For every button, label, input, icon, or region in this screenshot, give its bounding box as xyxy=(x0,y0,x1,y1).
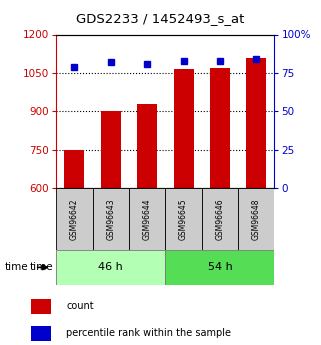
Bar xyxy=(173,69,194,188)
Bar xyxy=(31,299,51,314)
Text: GSM96645: GSM96645 xyxy=(179,198,188,240)
Bar xyxy=(165,188,202,250)
Bar xyxy=(64,150,84,188)
Text: time: time xyxy=(29,263,53,272)
Bar xyxy=(56,188,92,250)
Text: GSM96646: GSM96646 xyxy=(215,198,224,240)
Bar xyxy=(202,188,238,250)
Bar xyxy=(210,68,230,188)
Bar xyxy=(137,104,157,188)
Bar xyxy=(92,188,129,250)
Text: GDS2233 / 1452493_s_at: GDS2233 / 1452493_s_at xyxy=(76,12,245,25)
Bar xyxy=(31,326,51,341)
Bar xyxy=(129,188,165,250)
Text: 54 h: 54 h xyxy=(207,263,232,272)
Bar xyxy=(56,250,165,285)
Bar xyxy=(238,188,274,250)
Bar xyxy=(165,250,274,285)
Text: count: count xyxy=(66,302,94,312)
Bar xyxy=(101,111,121,188)
Text: time: time xyxy=(4,263,28,272)
Text: GSM96644: GSM96644 xyxy=(143,198,152,240)
Text: GSM96642: GSM96642 xyxy=(70,198,79,240)
Bar xyxy=(246,58,266,188)
Text: GSM96643: GSM96643 xyxy=(106,198,115,240)
Text: 46 h: 46 h xyxy=(98,263,123,272)
Text: percentile rank within the sample: percentile rank within the sample xyxy=(66,328,231,338)
Text: GSM96648: GSM96648 xyxy=(252,198,261,240)
